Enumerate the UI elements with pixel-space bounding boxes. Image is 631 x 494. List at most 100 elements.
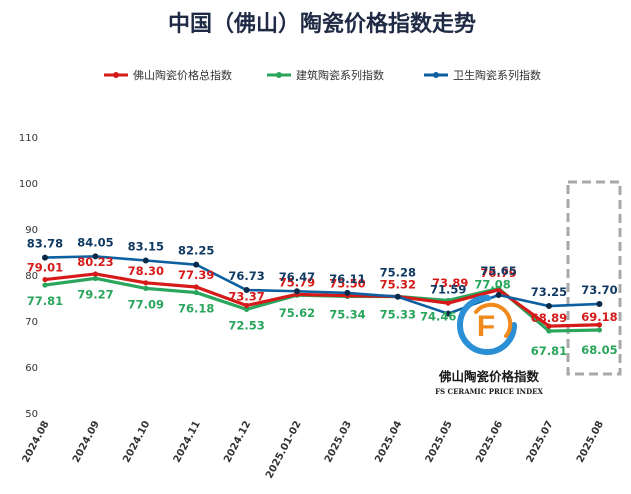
- data-point: [394, 293, 401, 300]
- data-point: [596, 322, 603, 328]
- highlight-box: [566, 180, 622, 376]
- data-label: 73.89: [432, 276, 468, 290]
- data-label: 84.05: [77, 235, 113, 249]
- x-tick-label: 2025.08: [575, 419, 606, 464]
- y-tick-label: 100: [19, 179, 38, 190]
- legend-label: 建筑陶瓷系列指数: [296, 68, 384, 82]
- data-point: [42, 254, 48, 261]
- data-label: 75.65: [480, 264, 516, 278]
- y-axis: 50 60 70 80 90 100 110: [19, 133, 38, 420]
- data-label: 75.62: [279, 306, 315, 320]
- series-line: [44, 255, 600, 315]
- data-label: 75.79: [279, 275, 315, 289]
- data-label: 83.78: [27, 237, 63, 251]
- watermark-title: 佛山陶瓷价格指数: [438, 369, 540, 384]
- data-label: 75.32: [380, 278, 416, 292]
- x-tick-label: 2025.07: [525, 419, 556, 464]
- data-label: 72.53: [228, 318, 264, 332]
- data-label: 78.30: [128, 264, 164, 278]
- data-label: 73.25: [531, 285, 567, 299]
- y-tick-label: 80: [25, 271, 38, 282]
- watermark-logo-letter: F: [477, 310, 495, 343]
- data-label: 67.81: [531, 344, 567, 358]
- watermark: F 佛山陶瓷价格指数 FS CERAMIC PRICE INDEX: [435, 294, 543, 396]
- data-label: 82.25: [178, 244, 214, 258]
- data-label: 74.46: [420, 309, 456, 323]
- x-tick-label: 2024.09: [71, 419, 102, 464]
- data-label: 77.81: [27, 294, 63, 308]
- data-label: 73.37: [228, 289, 264, 303]
- x-tick-label: 2025.04: [373, 419, 404, 464]
- x-tick-label: 2024.12: [222, 419, 253, 464]
- data-label: 76.79: [480, 266, 516, 280]
- data-point: [193, 289, 199, 296]
- data-point: [42, 282, 48, 288]
- data-label: 69.18: [581, 310, 617, 324]
- legend-label: 卫生陶瓷系列指数: [453, 68, 541, 82]
- y-tick-label: 70: [25, 317, 38, 328]
- data-point: [143, 285, 149, 291]
- data-point: [546, 328, 552, 334]
- data-point: [496, 287, 502, 293]
- data-label: 73.70: [581, 283, 617, 297]
- data-point: [596, 327, 603, 333]
- data-label: 75.34: [329, 307, 365, 321]
- data-point: [445, 310, 452, 317]
- watermark-subtitle: FS CERAMIC PRICE INDEX: [435, 387, 543, 396]
- data-label: 76.47: [279, 270, 315, 284]
- data-label: 71.59: [430, 283, 466, 297]
- data-label: 75.50: [329, 277, 365, 291]
- watermark-logo-icon: F: [457, 294, 517, 355]
- data-label: 76.18: [178, 302, 214, 316]
- legend: 佛山陶瓷价格总指数 建筑陶瓷系列指数 卫生陶瓷系列指数: [104, 68, 541, 82]
- data-label: 75.28: [380, 266, 416, 280]
- x-axis: 2024.08 2024.09 2024.10 2024.11 2024.12 2025.…: [21, 419, 607, 480]
- data-point: [546, 303, 552, 310]
- data-point: [142, 257, 149, 264]
- data-point: [143, 280, 149, 286]
- legend-marker: [433, 72, 439, 78]
- data-label: 83.15: [128, 240, 164, 254]
- data-label: 68.05: [581, 343, 617, 357]
- data-label: 75.33: [380, 307, 416, 321]
- data-point: [193, 284, 199, 290]
- data-label: 80.23: [77, 255, 113, 269]
- y-tick-label: 50: [25, 409, 38, 420]
- data-label: 76.73: [228, 269, 264, 283]
- legend-label: 佛山陶瓷价格总指数: [133, 68, 232, 82]
- x-tick-label: 2025.06: [474, 419, 505, 464]
- series-layer: [42, 253, 603, 334]
- x-tick-label: 2024.08: [21, 419, 52, 464]
- y-tick-label: 90: [25, 225, 38, 236]
- data-point: [92, 271, 98, 277]
- data-point: [92, 275, 98, 281]
- data-point: [445, 300, 451, 306]
- data-label: 68.89: [531, 311, 567, 325]
- data-label: 77.39: [178, 268, 214, 282]
- legend-marker: [113, 72, 119, 78]
- y-tick-label: 110: [19, 133, 38, 144]
- data-label: 77.09: [128, 297, 164, 311]
- data-point: [193, 261, 200, 268]
- data-label: 79.27: [77, 287, 113, 301]
- data-label: 79.01: [27, 261, 63, 275]
- data-labels: 79.01 80.23 78.30 77.39 73.37 75.79 75.50 75.32…: [27, 235, 618, 358]
- data-point: [495, 292, 502, 299]
- data-point: [42, 276, 48, 283]
- data-point: [244, 302, 250, 309]
- x-tick-label: 2025.03: [323, 419, 354, 464]
- x-tick-label: 2025.05: [424, 419, 455, 464]
- data-point: [243, 287, 250, 294]
- data-point: [344, 289, 351, 296]
- x-tick-label: 2025.01-02: [264, 419, 304, 480]
- legend-marker: [276, 72, 282, 78]
- data-point: [244, 306, 250, 312]
- x-tick-label: 2024.10: [121, 419, 152, 464]
- data-point: [596, 300, 603, 307]
- data-label: 76.11: [329, 272, 365, 286]
- data-label: 77.08: [474, 277, 510, 291]
- data-point: [294, 288, 300, 295]
- x-tick-label: 2024.11: [172, 419, 203, 464]
- data-point: [92, 253, 99, 260]
